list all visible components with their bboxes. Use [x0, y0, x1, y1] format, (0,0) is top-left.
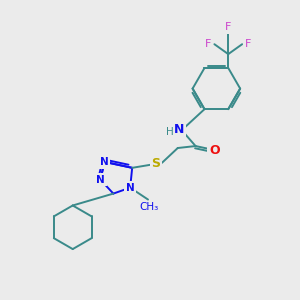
Text: N: N — [100, 157, 109, 167]
Text: F: F — [245, 39, 251, 49]
Text: N: N — [173, 123, 184, 136]
Text: F: F — [225, 22, 232, 32]
Text: S: S — [152, 158, 160, 170]
Text: O: O — [209, 143, 220, 157]
Text: N: N — [126, 183, 135, 193]
Text: CH₃: CH₃ — [140, 202, 159, 212]
Text: N: N — [96, 175, 105, 185]
Text: F: F — [205, 39, 212, 49]
Text: H: H — [166, 127, 174, 137]
